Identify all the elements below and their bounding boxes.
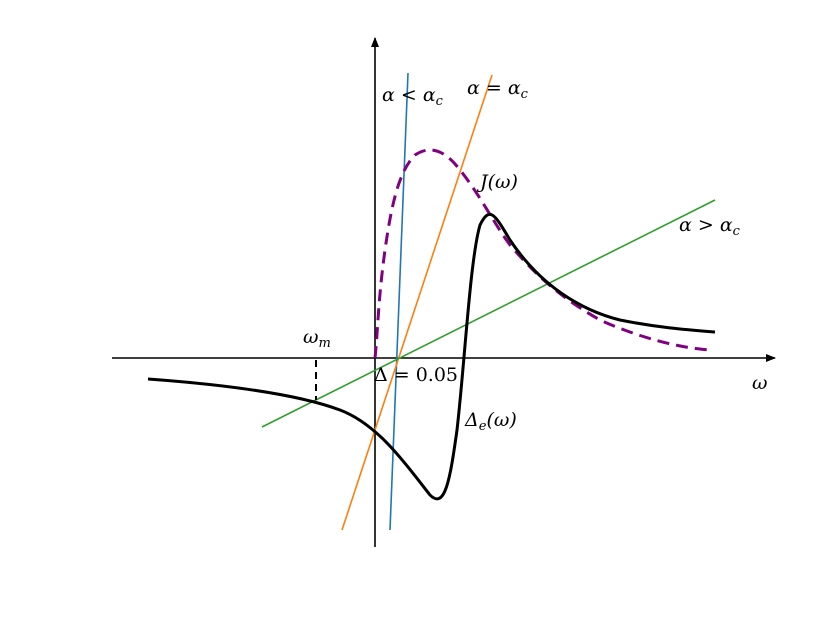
label-part: α = α	[467, 77, 521, 99]
label-part: c	[436, 94, 444, 109]
delta-e-curve	[147, 212, 716, 501]
label-alpha-equal: α = αc	[467, 77, 529, 102]
label-part: c	[521, 87, 529, 102]
label-omega-axis: ω	[752, 372, 768, 394]
label-part: c	[733, 224, 741, 239]
label-part: Δ	[464, 409, 479, 431]
line-alpha-less	[389, 72, 409, 531]
label-part: α > α	[679, 214, 733, 236]
label-alpha-greater: α > αc	[679, 214, 741, 239]
label-part: ω	[303, 326, 319, 348]
label-part: m	[319, 336, 331, 351]
label-part: e	[479, 419, 487, 434]
label-delta-e: Δe(ω)	[464, 409, 517, 434]
label-j: J(ω)	[476, 171, 518, 193]
label-omega-m: ωm	[303, 326, 331, 351]
label-delta: Δ = 0.05	[374, 364, 458, 386]
label-part: α < α	[382, 84, 436, 106]
label-alpha-less: α < αc	[382, 84, 444, 109]
line-alpha-equal	[341, 74, 493, 531]
label-part: (ω)	[486, 409, 516, 431]
line-alpha-greater	[261, 199, 716, 428]
